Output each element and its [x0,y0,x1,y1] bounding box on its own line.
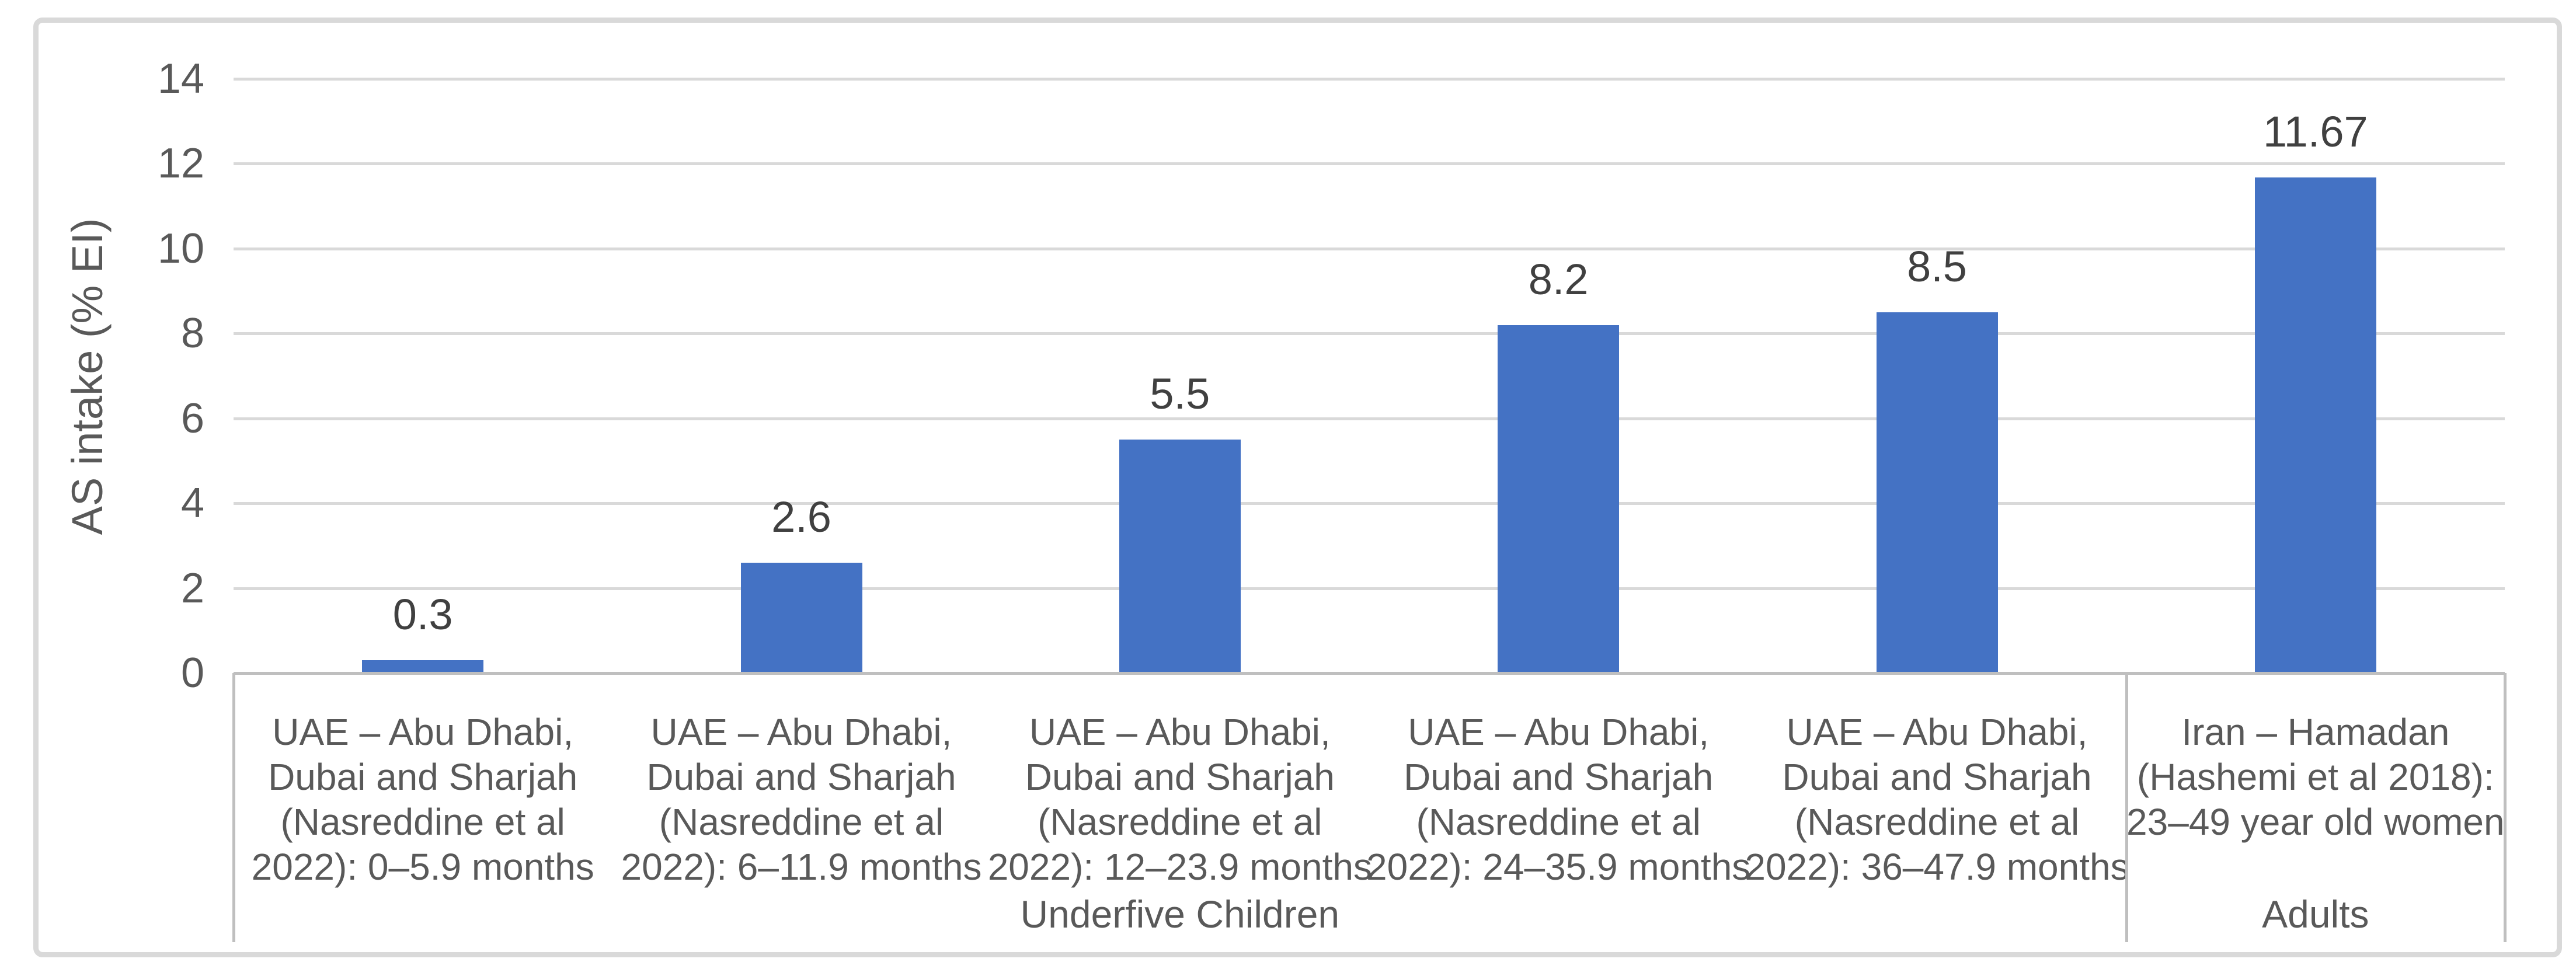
bar [740,562,862,672]
chart-frame [33,18,2562,957]
gridline [234,247,2505,250]
y-tick-label: 8 [180,310,204,357]
group-label: Underfive Children [1020,893,1340,936]
bar [2254,177,2376,672]
bar-value-label: 8.2 [1528,255,1589,304]
gridline [234,502,2505,506]
category-divider [2504,673,2507,942]
group-label: Adults [2262,893,2369,936]
category-divider [2125,673,2128,942]
bar [1876,312,1998,672]
bar [1498,325,1620,672]
y-tick-label: 4 [180,480,204,527]
gridline [234,332,2505,336]
y-tick-label: 6 [180,395,204,442]
category-label: UAE – Abu Dhabi, Dubai and Sharjah (Nasr… [1745,711,2129,888]
bar-value-label: 5.5 [1150,370,1210,419]
category-label: UAE – Abu Dhabi, Dubai and Sharjah (Nasr… [621,711,982,888]
x-axis-line [234,672,2505,675]
category-label: UAE – Abu Dhabi, Dubai and Sharjah (Nasr… [987,711,1372,888]
gridline [234,78,2505,81]
category-divider [232,673,235,942]
bar [1119,440,1241,672]
bar-value-label: 2.6 [771,492,831,541]
y-tick-label: 10 [157,225,204,272]
bar-value-label: 8.5 [1907,242,1967,291]
y-tick-label: 0 [180,650,204,696]
y-tick-label: 2 [180,564,204,612]
bar-value-label: 11.67 [2262,107,2368,156]
y-tick-label: 14 [157,55,204,102]
y-tick-label: 12 [157,140,204,187]
category-label: UAE – Abu Dhabi, Dubai and Sharjah (Nasr… [1366,711,1751,888]
gridline [234,162,2505,166]
category-label: UAE – Abu Dhabi, Dubai and Sharjah (Nasr… [251,711,594,888]
gridline [234,587,2505,590]
bar [362,660,484,672]
bar-value-label: 0.3 [392,590,453,639]
category-label: Iran – Hamadan (Hashemi et al 2018): 23–… [2126,711,2505,843]
gridline [234,417,2505,420]
